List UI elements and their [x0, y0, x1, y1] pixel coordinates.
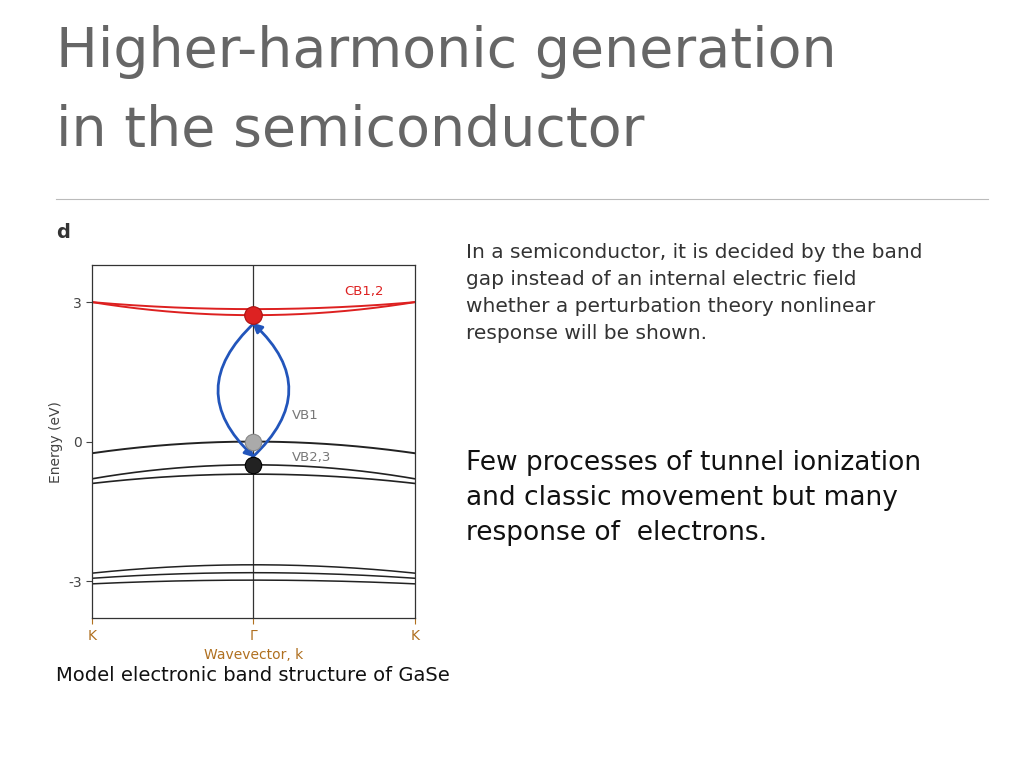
Text: CB1,2: CB1,2: [344, 285, 383, 298]
Point: [246, 435, 262, 448]
FancyArrowPatch shape: [252, 325, 289, 458]
Text: Few processes of tunnel ionization
and classic movement but many
response of  el: Few processes of tunnel ionization and c…: [466, 450, 921, 546]
Point: [246, 309, 262, 321]
Text: Higher-harmonic generation: Higher-harmonic generation: [56, 25, 837, 79]
Text: d: d: [56, 223, 71, 241]
Text: VB2,3: VB2,3: [292, 451, 332, 464]
Y-axis label: Energy (eV): Energy (eV): [48, 401, 62, 482]
Text: VB1: VB1: [292, 409, 318, 422]
Text: in the semiconductor: in the semiconductor: [56, 104, 645, 157]
FancyArrowPatch shape: [218, 323, 255, 455]
X-axis label: Wavevector, k: Wavevector, k: [204, 648, 303, 662]
Text: In a semiconductor, it is decided by the band
gap instead of an internal electri: In a semiconductor, it is decided by the…: [466, 243, 923, 343]
Point: [246, 458, 262, 471]
Text: Model electronic band structure of GaSe: Model electronic band structure of GaSe: [56, 666, 451, 685]
